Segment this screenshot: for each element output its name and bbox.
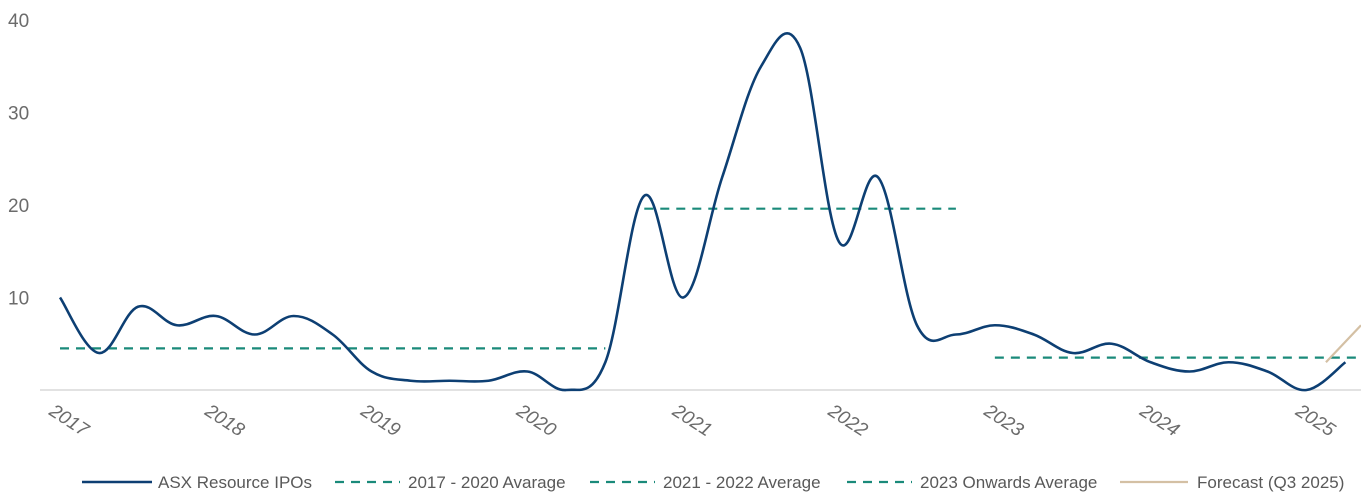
- x-tick-label: 2025: [1291, 400, 1339, 441]
- legend-label: ASX Resource IPOs: [158, 473, 312, 492]
- y-tick-label: 40: [8, 11, 29, 32]
- x-tick-label: 2024: [1135, 400, 1183, 441]
- x-tick-label: 2023: [979, 400, 1027, 441]
- legend: ASX Resource IPOs 2017 - 2020 Avarage 2021…: [82, 473, 1344, 492]
- legend-label: 2023 Onwards Average: [920, 473, 1097, 492]
- x-tick-label: 2020: [512, 400, 560, 441]
- legend-item: 2017 - 2020 Avarage: [335, 473, 566, 492]
- actual-ipo-line: [58, 32, 1347, 392]
- x-axis-ticks: 2017 2018 2019 2020 2021 2022 2023 2024 2025: [44, 400, 1339, 442]
- y-tick-label: 30: [8, 104, 29, 125]
- legend-label: 2017 - 2020 Avarage: [408, 473, 566, 492]
- x-tick-label: 2017: [44, 400, 93, 442]
- x-tick-label: 2022: [823, 400, 871, 441]
- legend-label: Forecast (Q3 2025): [1197, 473, 1344, 492]
- x-tick-label: 2018: [200, 400, 248, 441]
- x-tick-label: 2019: [356, 400, 404, 441]
- y-tick-label: 10: [8, 289, 29, 310]
- legend-item: 2023 Onwards Average: [847, 473, 1097, 492]
- legend-item: Forecast (Q3 2025): [1120, 473, 1344, 492]
- legend-item: 2021 - 2022 Average: [590, 473, 821, 492]
- y-axis-ticks: 10 20 30 40: [8, 11, 29, 310]
- legend-label: 2021 - 2022 Average: [663, 473, 821, 492]
- forecast-line: [1325, 324, 1361, 364]
- x-tick-label: 2021: [668, 400, 716, 441]
- series-layer: [58, 32, 1361, 392]
- legend-item: ASX Resource IPOs: [82, 473, 312, 492]
- y-tick-label: 20: [8, 196, 29, 217]
